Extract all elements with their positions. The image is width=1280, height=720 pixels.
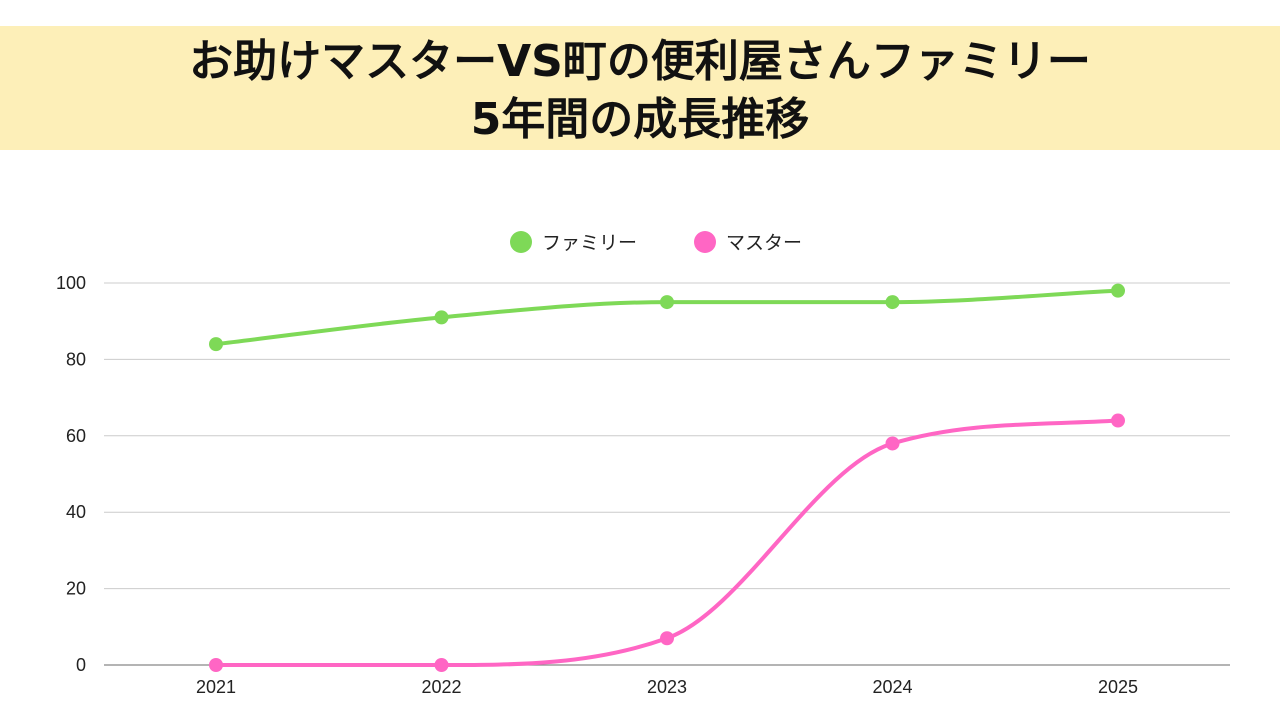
familia-legend-label: ファミリー — [542, 232, 637, 254]
chart-title-line-1: お助けマスターVS町の便利屋さんファミリー — [189, 36, 1091, 87]
familia-point-2021 — [209, 337, 223, 352]
familia-point-2023 — [660, 295, 674, 310]
familia-point-2025 — [1111, 283, 1125, 298]
grid-lines — [104, 282, 1230, 666]
master-legend-label: マスター — [726, 232, 802, 254]
master-point-2021 — [209, 658, 223, 672]
legend: ファミリー マスター — [510, 231, 802, 254]
x-tick-label-2022: 2022 — [421, 677, 461, 697]
y-tick-label-20: 20 — [66, 579, 86, 599]
master-point-2024 — [885, 436, 900, 451]
master-legend-marker — [694, 231, 716, 253]
master-point-2022 — [434, 658, 449, 672]
master-point-2023 — [660, 631, 674, 646]
x-tick-label-2023: 2023 — [647, 677, 687, 697]
title-banner: お助けマスターVS町の便利屋さんファミリー 5年間の成長推移 — [0, 26, 1280, 150]
y-tick-label-0: 0 — [76, 655, 86, 675]
x-tick-label-2024: 2024 — [872, 677, 912, 697]
series-lines — [209, 283, 1125, 672]
x-tick-label-2025: 2025 — [1098, 677, 1138, 697]
familia-point-2024 — [885, 295, 900, 310]
familia-point-2022 — [434, 310, 449, 325]
y-tick-label-40: 40 — [66, 502, 86, 522]
y-tick-label-100: 100 — [56, 273, 86, 293]
familia-legend-marker — [510, 231, 532, 253]
y-axis-tick-labels: 0 20 40 60 80 100 — [56, 273, 86, 675]
x-axis-tick-labels: 2021 2022 2023 2024 2025 — [196, 677, 1138, 697]
master-point-2025 — [1111, 413, 1125, 428]
y-tick-label-60: 60 — [66, 426, 86, 446]
x-tick-label-2021: 2021 — [196, 677, 236, 697]
y-tick-label-80: 80 — [66, 349, 86, 369]
chart-title-line-2: 5年間の成長推移 — [470, 94, 810, 145]
master-series-line — [214, 418, 1120, 667]
